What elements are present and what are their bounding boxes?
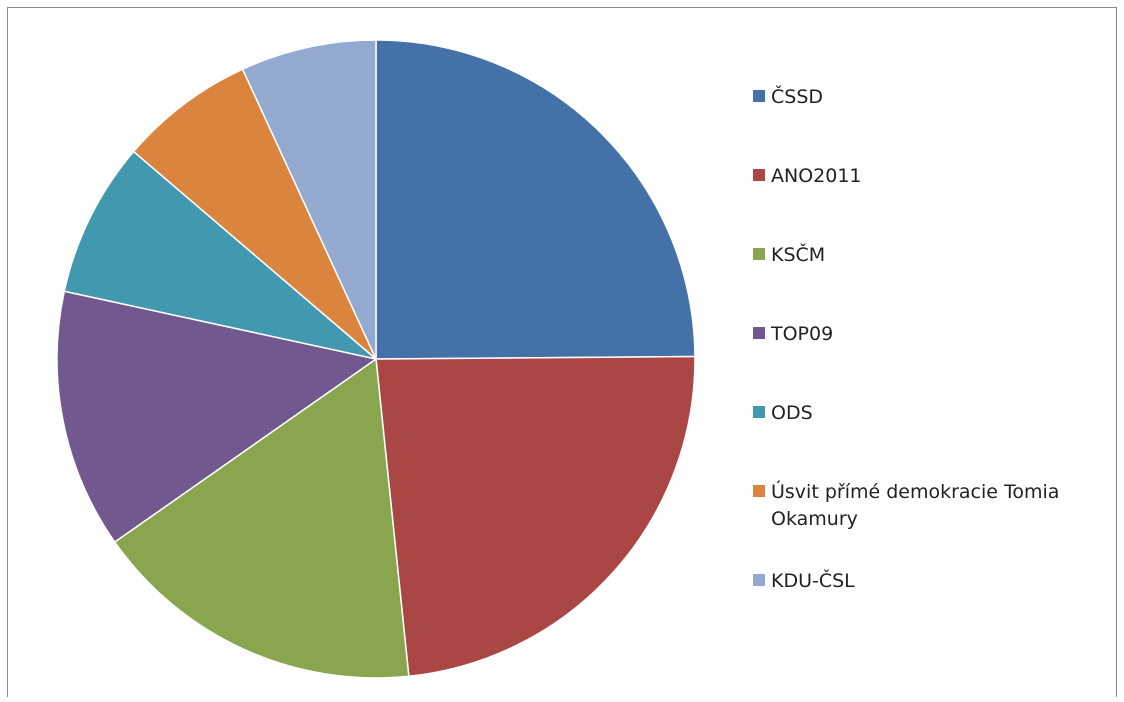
legend-item: KSČM <box>753 242 1101 269</box>
legend-swatch <box>753 169 765 181</box>
legend-label: ČSSD <box>771 86 824 108</box>
legend-label: KDU-ČSL <box>771 570 855 592</box>
legend-label: TOP09 <box>771 323 834 345</box>
legend-item: ČSSD <box>753 84 1101 111</box>
pie-slice-cssd <box>375 39 696 360</box>
legend-swatch <box>753 327 765 339</box>
legend-item: ODS <box>753 400 1101 427</box>
legend-item: TOP09 <box>753 321 1101 348</box>
pie-slice-kdu-csl <box>241 39 377 360</box>
legend-swatch <box>753 574 765 586</box>
legend-label: ODS <box>771 402 813 424</box>
pie-slice-ano2011 <box>375 355 696 678</box>
legend-swatch <box>753 248 765 260</box>
legend-label: KSČM <box>771 244 826 266</box>
chart-area <box>7 7 1117 697</box>
pie-slice-ods <box>63 150 377 360</box>
legend-swatch <box>753 90 765 102</box>
legend-label: Úsvit přímé demokracie Tomia Okamury <box>771 481 1060 530</box>
legend-item: KDU-ČSL <box>753 568 1101 595</box>
pie-slice-usvit-prime-demokracie-tomia-okamury <box>132 68 377 360</box>
pie-slice-top09 <box>56 290 377 543</box>
legend-item: Úsvit přímé demokracie Tomia Okamury <box>753 479 1101 533</box>
legend-item: ANO2011 <box>753 163 1101 190</box>
pie-slice-kscm <box>113 358 410 679</box>
legend-swatch <box>753 485 765 497</box>
legend-label: ANO2011 <box>771 165 862 187</box>
legend-swatch <box>753 406 765 418</box>
